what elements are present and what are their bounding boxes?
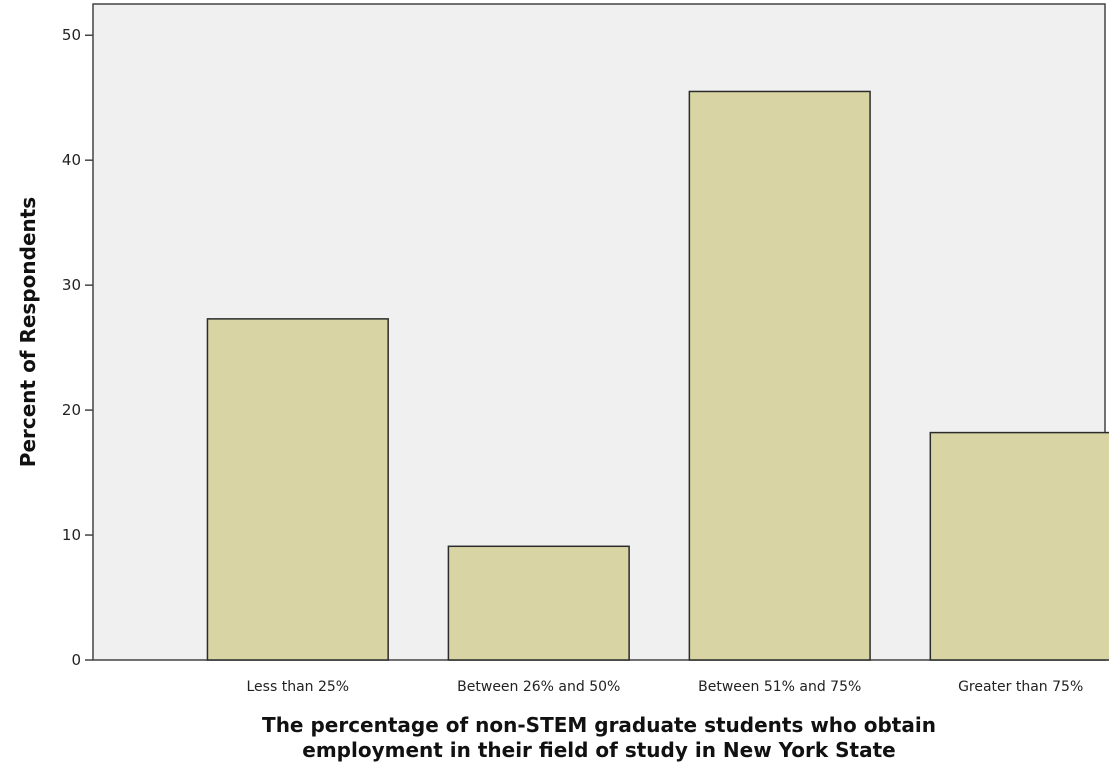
x-axis-title-line-1: The percentage of non-STEM graduate stud… bbox=[262, 713, 936, 737]
y-tick-label: 20 bbox=[62, 401, 81, 419]
y-tick-label: 10 bbox=[62, 526, 81, 544]
y-tick-label: 30 bbox=[62, 276, 81, 294]
bar-3 bbox=[929, 431, 1109, 661]
x-tick-label: Between 26% and 50% bbox=[457, 679, 620, 695]
x-axis-title-line-2: employment in their field of study in Ne… bbox=[302, 738, 895, 762]
x-tick-label: Greater than 75% bbox=[958, 679, 1083, 695]
y-axis-title: Percent of Respondents bbox=[16, 197, 40, 467]
x-tick-label: Less than 25% bbox=[247, 679, 350, 695]
y-axis: 0 10 20 30 40 50 bbox=[62, 26, 93, 669]
y-tick-label: 50 bbox=[62, 26, 81, 44]
y-tick-label: 40 bbox=[62, 151, 81, 169]
bar-0 bbox=[206, 318, 389, 661]
bar-2 bbox=[688, 90, 871, 661]
y-tick-label: 0 bbox=[71, 651, 81, 669]
bars-group bbox=[206, 90, 1109, 661]
x-axis: Less than 25% Between 26% and 50% Between … bbox=[247, 679, 1084, 695]
x-tick-label: Between 51% and 75% bbox=[698, 679, 861, 695]
bar-1 bbox=[447, 545, 630, 661]
